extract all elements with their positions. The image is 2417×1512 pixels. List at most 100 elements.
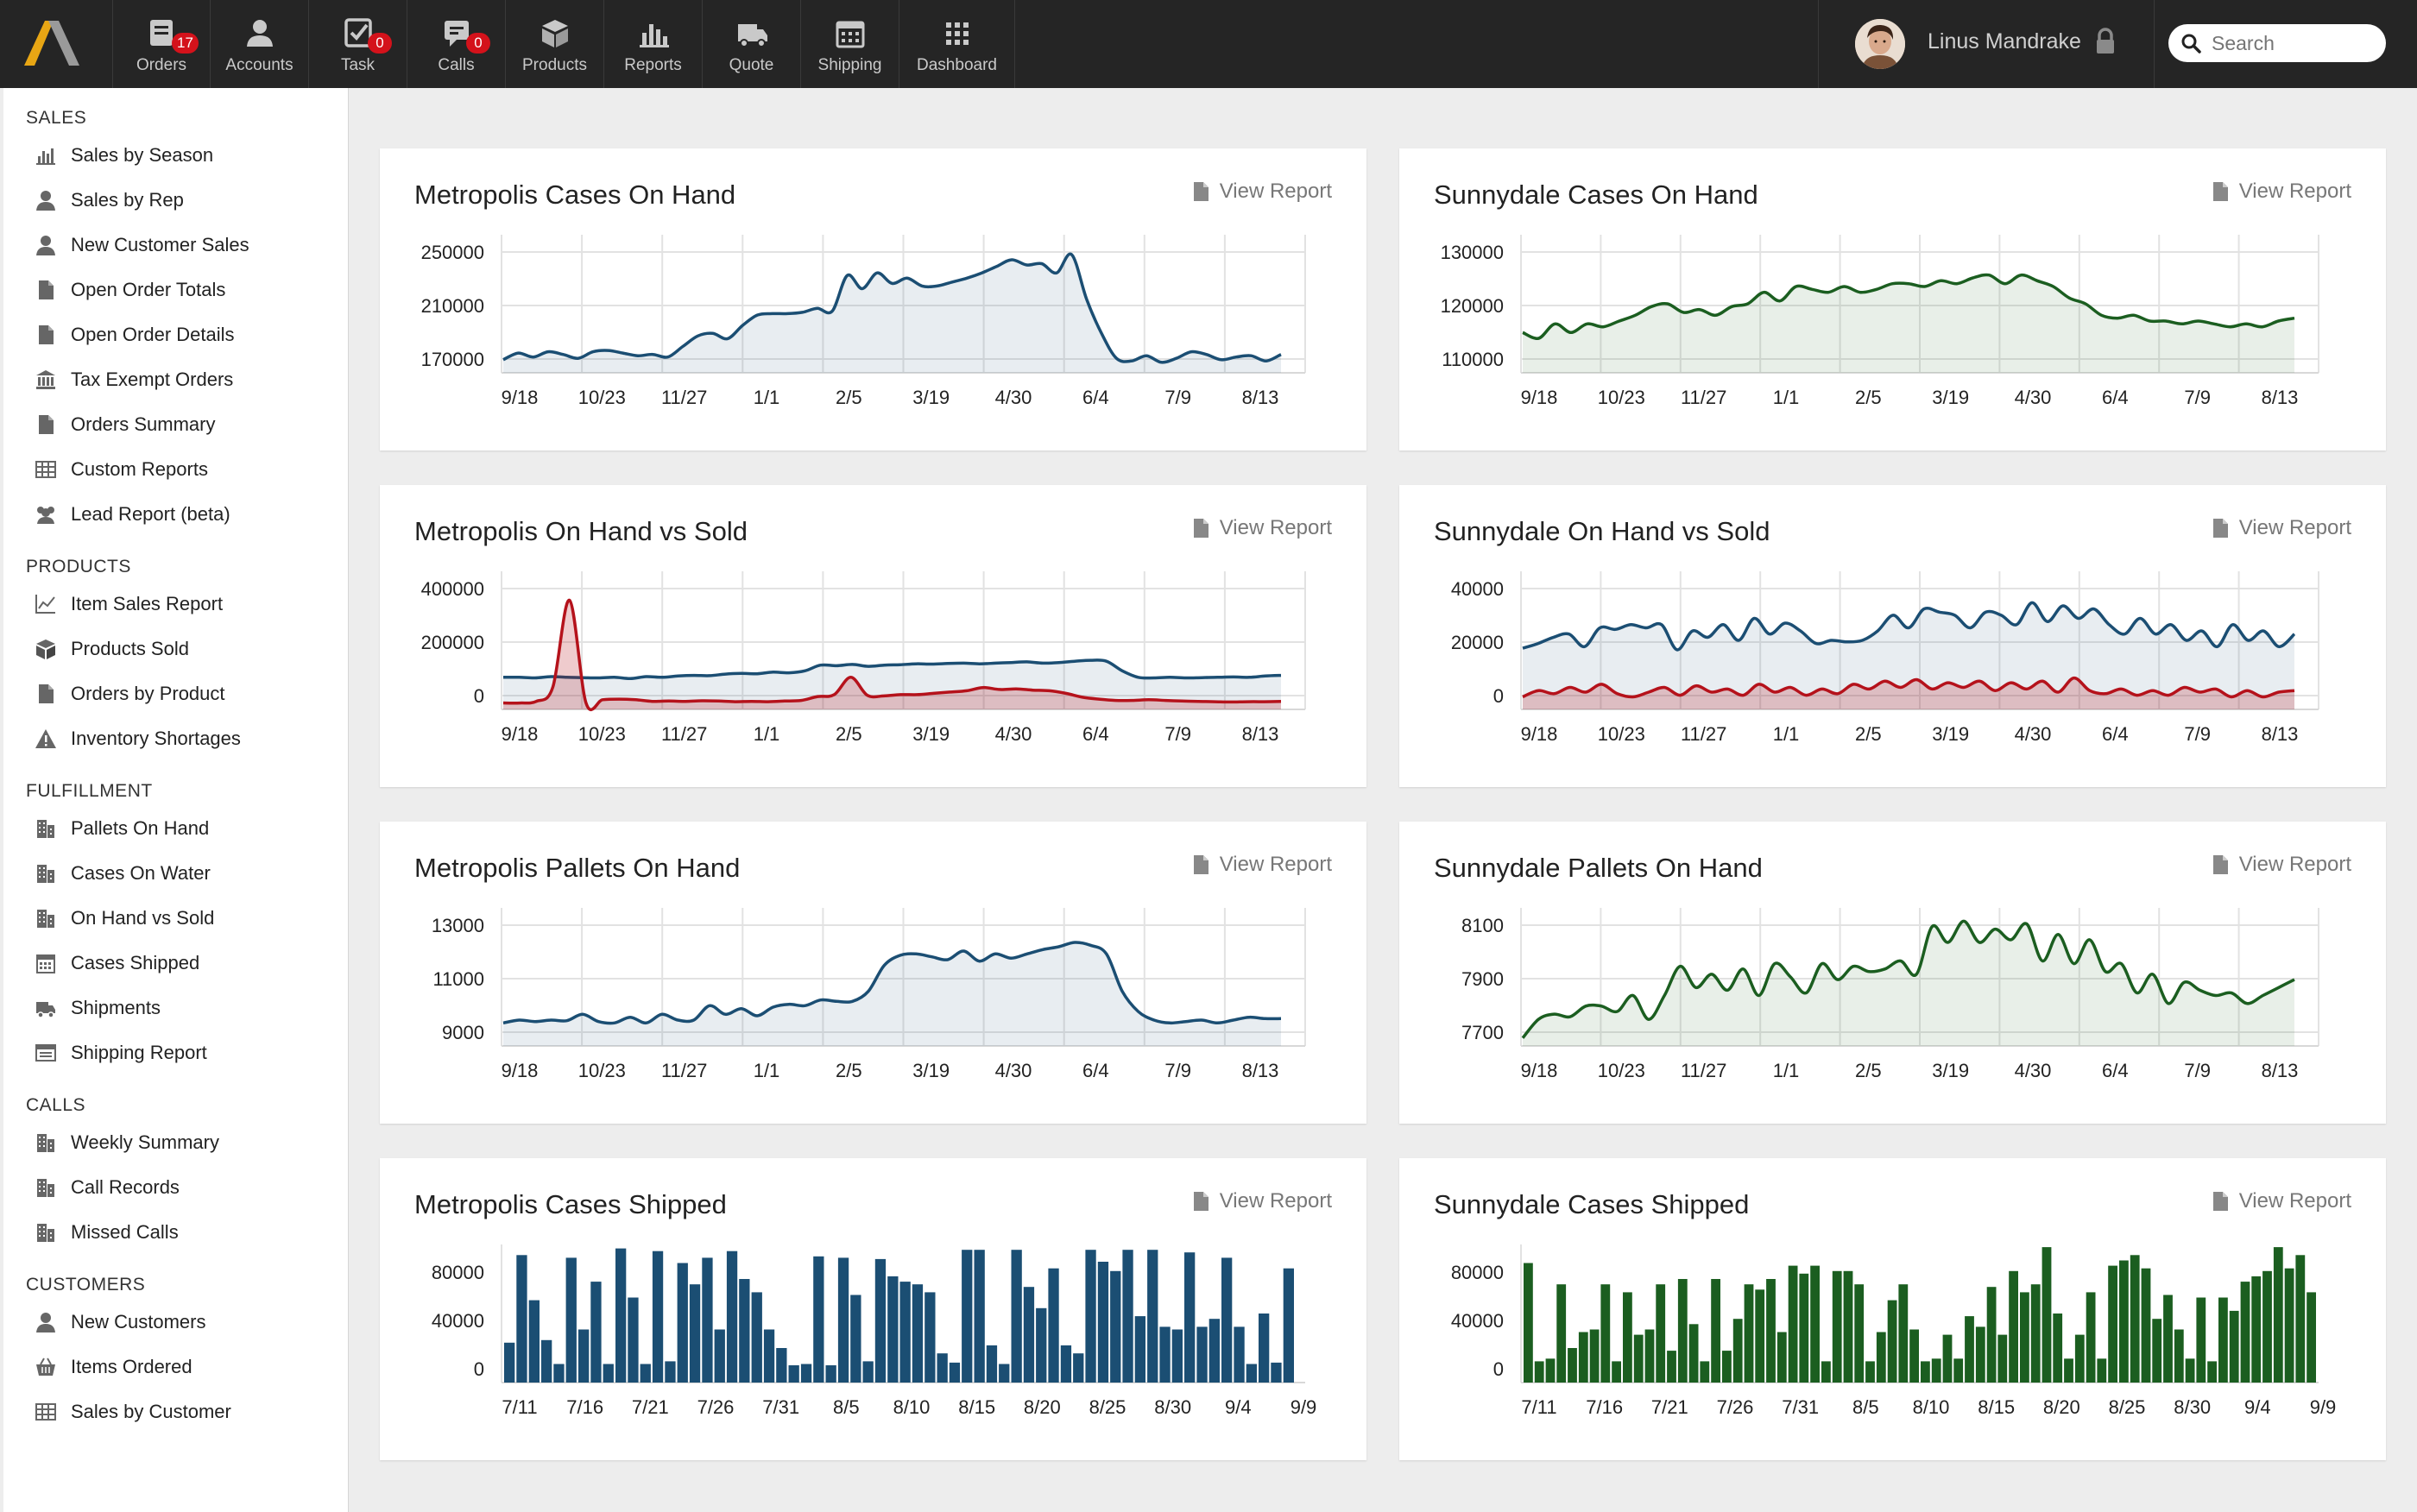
nav-calls[interactable]: 0 Calls (407, 0, 506, 88)
x-tick-label: 7/21 (1651, 1396, 1688, 1418)
sidebar-item-cases-shipped[interactable]: Cases Shipped (26, 941, 348, 986)
sidebar-item-orders-by-product[interactable]: Orders by Product (26, 671, 348, 716)
sidebar-item-label: Custom Reports (71, 458, 208, 480)
sidebar-item-item-sales-report[interactable]: Item Sales Report (26, 582, 348, 627)
sidebar-item-new-customer-sales[interactable]: New Customer Sales (26, 223, 348, 268)
search-box[interactable] (2168, 24, 2386, 62)
sidebar-item-cases-on-water[interactable]: Cases On Water (26, 851, 348, 896)
sidebar-item-label: Orders by Product (71, 683, 225, 704)
sidebar-item-sales-by-rep[interactable]: Sales by Rep (26, 178, 348, 223)
nav-dashboard[interactable]: Dashboard (899, 0, 1015, 88)
sidebar-item-lead-report-beta[interactable]: Lead Report (beta) (26, 492, 348, 537)
x-tick-label: 4/30 (2015, 387, 2052, 408)
user-menu[interactable]: Linus Mandrake (1818, 0, 2155, 88)
y-tick-label: 7900 (1461, 968, 1504, 990)
app-logo[interactable] (0, 0, 104, 88)
sidebar-item-on-hand-vs-sold[interactable]: On Hand vs Sold (26, 896, 348, 941)
sidebar-item-call-records[interactable]: Call Records (26, 1165, 348, 1210)
chart-panel-sunnydale-pallets-on-hand: Sunnydale Pallets On Hand View Report 81… (1399, 822, 2386, 1124)
bar (2064, 1358, 2073, 1383)
x-tick-label: 2/5 (1855, 1060, 1882, 1081)
sidebar-item-items-ordered[interactable]: Items Ordered (26, 1345, 348, 1389)
bar (652, 1251, 664, 1383)
x-tick-label: 4/30 (995, 723, 1032, 745)
view-report-link[interactable]: View Report (1192, 1189, 1332, 1213)
view-report-label: View Report (2238, 516, 2351, 539)
x-tick-label: 2/5 (836, 723, 862, 745)
bar (2240, 1282, 2250, 1383)
x-tick-label: 8/10 (893, 1396, 931, 1418)
view-report-link[interactable]: View Report (1192, 853, 1332, 877)
sidebar-item-shipping-report[interactable]: Shipping Report (26, 1030, 348, 1075)
view-report-label: View Report (2238, 853, 2351, 876)
nav-shipping[interactable]: Shipping (801, 0, 899, 88)
bar (1854, 1284, 1865, 1383)
bar (2174, 1329, 2184, 1383)
bar (1600, 1284, 1611, 1383)
document-icon (2212, 519, 2228, 538)
sidebar-item-missed-calls[interactable]: Missed Calls (26, 1210, 348, 1255)
nav-products[interactable]: Products (506, 0, 604, 88)
sidebar-item-open-order-totals[interactable]: Open Order Totals (26, 268, 348, 312)
sidebar-item-custom-reports[interactable]: Custom Reports (26, 447, 348, 492)
view-report-link[interactable]: View Report (2212, 180, 2351, 204)
nav-label: Quote (729, 56, 774, 74)
bar (1909, 1329, 1919, 1383)
sidebar-item-tax-exempt-orders[interactable]: Tax Exempt Orders (26, 357, 348, 402)
bar (1221, 1257, 1233, 1383)
y-tick-label: 80000 (1451, 1262, 1504, 1283)
bar (628, 1297, 639, 1383)
y-tick-label: 7700 (1461, 1022, 1504, 1043)
chart-s4: 80000 40000 0 7/11 7/16 7/21 7/26 7/31 8/5 8/10 8/… (1451, 1244, 2336, 1418)
x-tick-label: 9/18 (502, 1060, 539, 1081)
view-report-link[interactable]: View Report (1192, 180, 1332, 204)
sidebar-section-title: CALLS (26, 1095, 86, 1115)
nav-label: Products (522, 56, 587, 74)
view-report-link[interactable]: View Report (2212, 516, 2351, 540)
search-input[interactable] (2212, 29, 2376, 57)
view-report-link[interactable]: View Report (1192, 516, 1332, 540)
sidebar-item-new-customers[interactable]: New Customers (26, 1300, 348, 1345)
lock-icon[interactable] (2095, 28, 2116, 55)
chart-panel-sunnydale-cases-on-hand: Sunnydale Cases On Hand View Report 1300… (1399, 148, 2386, 450)
x-tick-label: 2/5 (836, 1060, 862, 1081)
bar (2009, 1270, 2018, 1383)
document-icon (2212, 1192, 2228, 1211)
sidebar-item-open-order-details[interactable]: Open Order Details (26, 312, 348, 357)
x-tick-label: 10/23 (1598, 1060, 1645, 1081)
sidebar-item-orders-summary[interactable]: Orders Summary (26, 402, 348, 447)
sidebar-item-sales-by-season[interactable]: Sales by Season (26, 133, 348, 178)
x-tick-label: 9/18 (1521, 723, 1558, 745)
sidebar-item-products-sold[interactable]: Products Sold (26, 627, 348, 671)
nav-reports[interactable]: Reports (604, 0, 703, 88)
sidebar-item-weekly-summary[interactable]: Weekly Summary (26, 1120, 348, 1165)
nav-orders[interactable]: 17 Orders (112, 0, 211, 88)
sidebar-item-sales-by-customer[interactable]: Sales by Customer (26, 1389, 348, 1434)
sidebar-item-label: Sales by Rep (71, 189, 184, 211)
sidebar-item-pallets-on-hand[interactable]: Pallets On Hand (26, 806, 348, 851)
y-tick-label: 20000 (1451, 632, 1504, 653)
sidebar-item-label: Missed Calls (71, 1221, 179, 1243)
series-line (1522, 273, 2295, 340)
bar (1766, 1279, 1776, 1383)
sidebar-item-label: Sales by Season (71, 144, 214, 166)
bar (640, 1364, 651, 1383)
document-icon (1193, 1192, 1208, 1211)
x-tick-label: 4/30 (2015, 723, 2052, 745)
view-report-link[interactable]: View Report (2212, 1189, 2351, 1213)
x-tick-label: 1/1 (754, 387, 780, 408)
nav-accounts[interactable]: Accounts (211, 0, 309, 88)
x-tick-label: 11/27 (1681, 387, 1726, 408)
chart-m1: 250000 210000 170000 9/18 10/23 11/27 1/1 2/5 3/… (421, 235, 1306, 408)
bar (1568, 1348, 1577, 1383)
bar (1184, 1252, 1196, 1383)
nav-quote[interactable]: Quote (703, 0, 801, 88)
sidebar-item-shipments[interactable]: Shipments (26, 986, 348, 1030)
bar (2229, 1310, 2239, 1383)
nav-task[interactable]: 0 Task (309, 0, 407, 88)
user-name[interactable]: Linus Mandrake (1928, 29, 2081, 54)
sidebar-item-inventory-shortages[interactable]: Inventory Shortages (26, 716, 348, 761)
avatar[interactable] (1855, 19, 1905, 69)
view-report-link[interactable]: View Report (2212, 853, 2351, 877)
sidebar-item-label: Items Ordered (71, 1356, 192, 1377)
